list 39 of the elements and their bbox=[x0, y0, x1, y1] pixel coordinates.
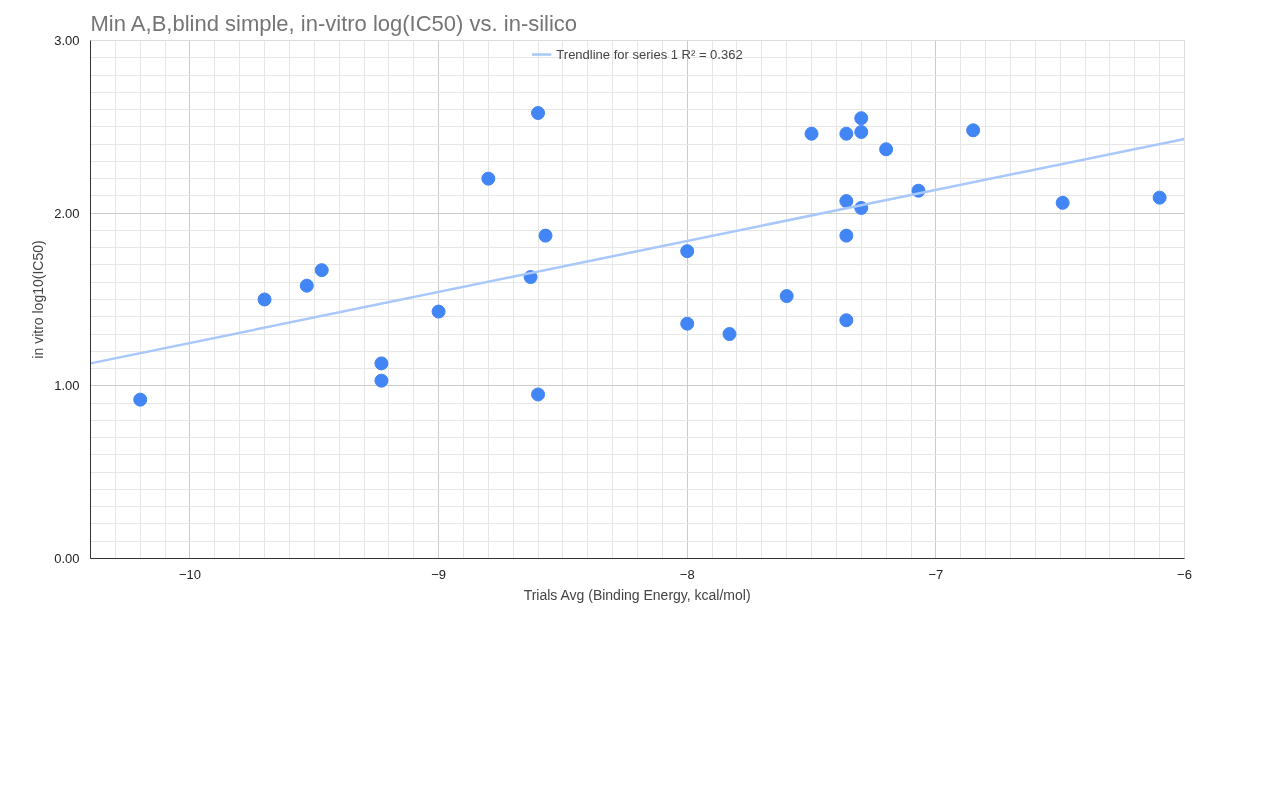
point bbox=[839, 126, 854, 141]
y-tick-label: 0.00 bbox=[54, 551, 80, 566]
y-tick-label: 1.00 bbox=[54, 378, 80, 394]
x-tick-label: −10 bbox=[178, 566, 201, 582]
point bbox=[854, 111, 869, 126]
point bbox=[966, 123, 981, 138]
point bbox=[839, 228, 854, 243]
legend-label: Trendline for series 1 R² = 0.362 bbox=[556, 46, 743, 62]
point bbox=[804, 126, 819, 141]
y-tick-label: 2.00 bbox=[54, 205, 80, 221]
x-tick-label: −7 bbox=[928, 566, 944, 582]
point bbox=[680, 244, 695, 259]
chart-title: Min A,B,blind simple, in-vitro log(IC50) vs. in-silico bbox=[90, 10, 578, 36]
point bbox=[374, 373, 389, 388]
point bbox=[314, 263, 329, 278]
point bbox=[1055, 195, 1070, 210]
point bbox=[879, 142, 894, 157]
point bbox=[374, 356, 389, 371]
point bbox=[839, 313, 854, 328]
x-tick-label: −6 bbox=[1177, 566, 1192, 582]
point bbox=[257, 292, 272, 307]
point bbox=[722, 327, 737, 342]
point bbox=[299, 278, 314, 293]
point bbox=[839, 194, 854, 209]
x-axis-title: Trials Avg (Binding Energy, kcal/mol) bbox=[523, 586, 751, 603]
point bbox=[481, 171, 496, 186]
point bbox=[133, 392, 148, 407]
y-axis-title: in vitro log10(IC50) bbox=[30, 240, 47, 359]
point bbox=[431, 304, 446, 319]
point bbox=[531, 106, 546, 121]
point bbox=[854, 125, 869, 139]
point bbox=[1152, 190, 1167, 205]
y-tick-label: 3.00 bbox=[54, 33, 80, 48]
point bbox=[779, 289, 794, 304]
point bbox=[680, 316, 695, 331]
x-tick-label: −9 bbox=[431, 566, 447, 582]
point bbox=[538, 228, 553, 243]
x-tick-label: −8 bbox=[679, 566, 695, 582]
point bbox=[531, 387, 546, 402]
